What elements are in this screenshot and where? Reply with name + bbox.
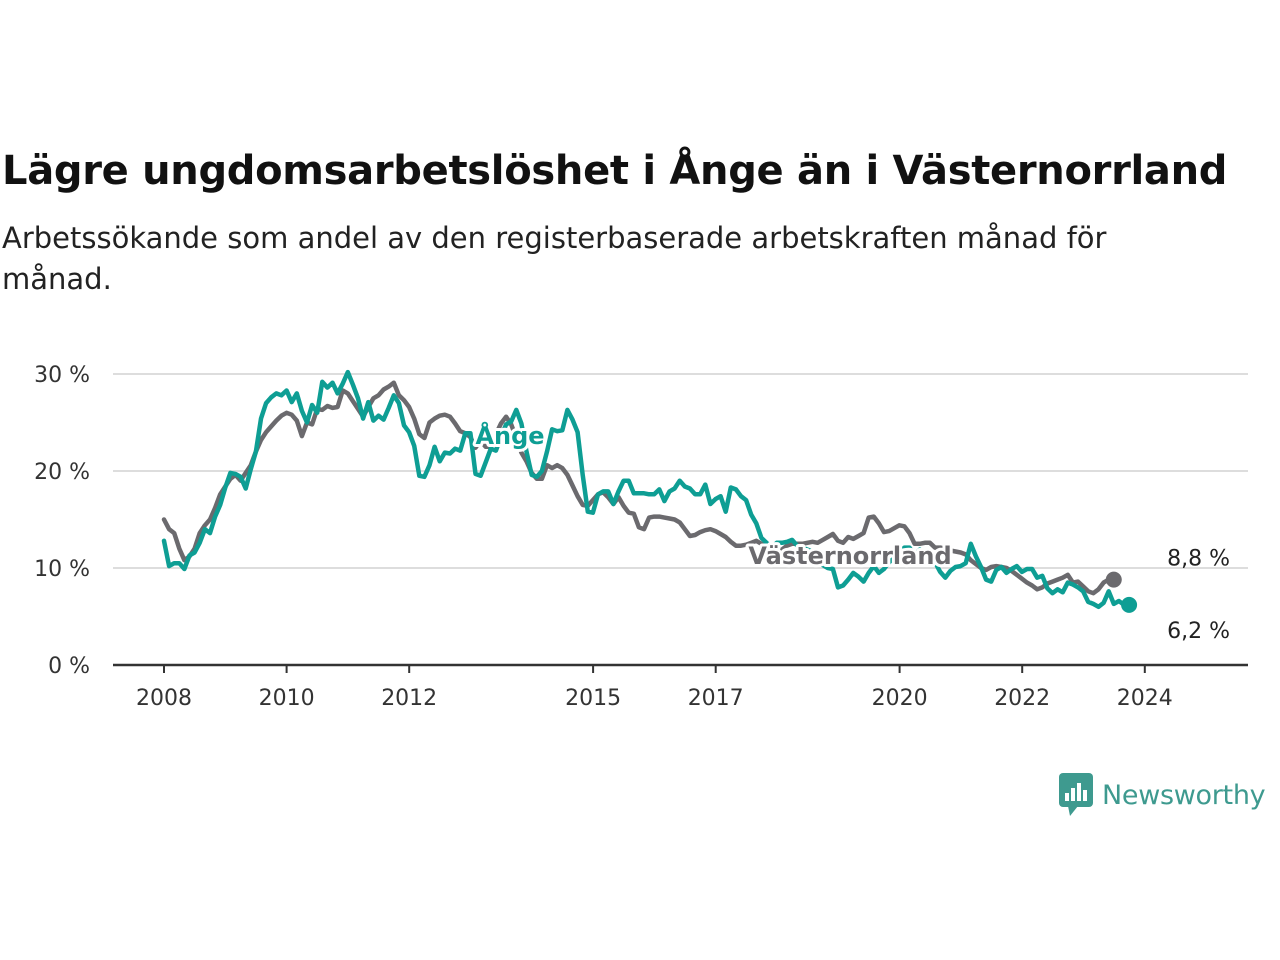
- chart-subtitle: Arbetssökande som andel av den registerb…: [2, 221, 1107, 296]
- x-tick-label: 2022: [994, 686, 1050, 711]
- series-lines: [161, 369, 1138, 613]
- x-tick-label: 2017: [688, 686, 744, 711]
- y-tick-label: 10 %: [34, 557, 90, 582]
- series-label-ange: Ånge: [475, 421, 544, 450]
- x-tick-label: 2024: [1117, 686, 1173, 711]
- newsworthy-logo: Newsworthy: [1058, 772, 1266, 818]
- y-tick-label: 0 %: [48, 654, 90, 679]
- y-tick-label: 30 %: [34, 363, 90, 388]
- gridlines: [113, 373, 1248, 569]
- brand-name: Newsworthy: [1102, 779, 1266, 811]
- labels: 0 % 10 % 20 % 30 % 2008 2010 2012 2015 2017 2020 2…: [34, 363, 1230, 711]
- end-label-ange: 6,2 %: [1167, 619, 1230, 644]
- series-line-ange: [161, 369, 1132, 610]
- x-tick-label: 2012: [381, 686, 437, 711]
- x-tick-label: 2020: [872, 686, 928, 711]
- x-tick-label: 2010: [259, 686, 315, 711]
- bar-chart-speech-bubble-icon: [1059, 773, 1093, 816]
- y-tick-label: 20 %: [34, 460, 90, 485]
- end-marker-ange: [1121, 596, 1138, 613]
- x-tick-label: 2008: [136, 686, 192, 711]
- x-tick-label: 2015: [565, 686, 621, 711]
- line-chart: 0 % 10 % 20 % 30 % 2008 2010 2012 2015 2017 2020 2…: [34, 363, 1248, 711]
- series-line-vasternorrland: [161, 380, 1117, 596]
- end-label-vasternorrland: 8,8 %: [1167, 547, 1230, 572]
- chart-title: Lägre ungdomsarbetslöshet i Ånge än i Vä…: [2, 148, 1228, 194]
- end-marker-vasternorrland: [1105, 571, 1122, 588]
- series-label-vasternorrland: Västernorrland: [748, 542, 951, 570]
- axes: [113, 663, 1248, 673]
